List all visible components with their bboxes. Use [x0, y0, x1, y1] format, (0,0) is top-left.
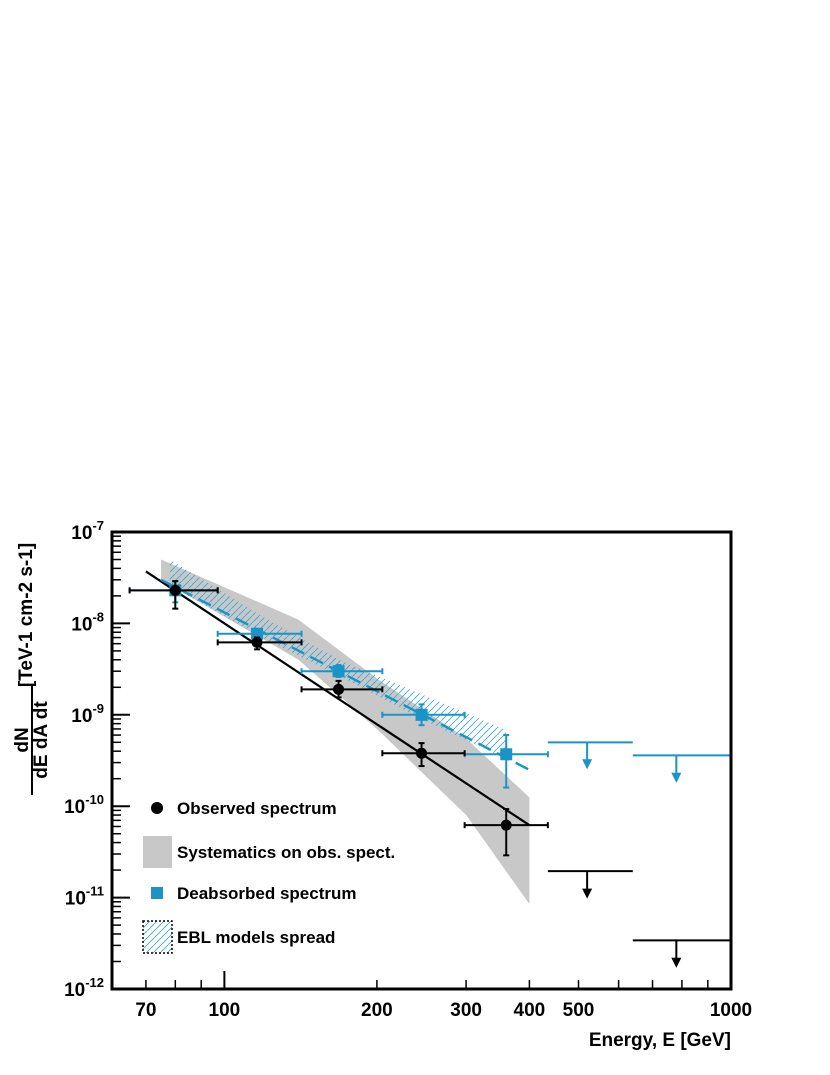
legend-hatch-icon — [142, 920, 173, 954]
y-tick-label: 10-10 — [64, 792, 104, 818]
observed-point — [128, 580, 219, 610]
legend-item: Deabsorbed spectrum — [151, 884, 357, 903]
x-tick-label: 200 — [361, 1000, 393, 1021]
y-tick-label: 10-7 — [71, 518, 104, 544]
observed-point — [381, 742, 466, 768]
y-tick-base: 10 — [71, 614, 92, 635]
plot-frame — [110, 530, 733, 991]
y-tick-exponent: -10 — [85, 792, 104, 807]
down-arrow-icon — [671, 957, 682, 968]
y-tick-base: 10 — [64, 980, 85, 1001]
square-marker — [500, 748, 513, 761]
x-axis-label: Energy, E [GeV] — [589, 1030, 731, 1051]
legend-label: Deabsorbed spectrum — [177, 884, 357, 903]
observed-point — [300, 679, 384, 699]
legend-item: Observed spectrum — [151, 799, 337, 818]
deabsorbed-upper-limit — [632, 754, 731, 783]
legend-circle-icon — [151, 802, 163, 814]
deabsorbed-point — [300, 664, 384, 678]
y-tick-label: 10-12 — [64, 975, 104, 1001]
legend-band-icon — [143, 836, 172, 868]
y-axis-units: [TeV-1 cm-2 s-1] — [16, 543, 37, 687]
observed-point — [216, 636, 303, 651]
square-marker — [415, 708, 428, 721]
x-tick-label: 70 — [135, 1000, 156, 1021]
deabsorbed-point — [381, 703, 466, 727]
legend-label: EBL models spread — [177, 928, 335, 947]
circle-marker — [500, 819, 512, 831]
observed-upper-limit — [547, 870, 633, 899]
observed-upper-limit — [632, 939, 731, 968]
y-tick-base: 10 — [65, 889, 86, 910]
y-tick-exponent: -11 — [86, 884, 104, 899]
legend-square-icon — [151, 887, 163, 899]
down-arrow-icon — [671, 772, 682, 783]
circle-marker — [333, 683, 345, 695]
circle-marker — [416, 747, 428, 759]
y-axis-label: dN dE dA dt [TeV-1 cm-2 s-1] — [12, 543, 52, 795]
legend-item: EBL models spread — [142, 920, 335, 954]
y-axis-denominator: dE dA dt — [31, 701, 52, 779]
y-tick-base: 10 — [64, 797, 85, 818]
data-layer — [128, 580, 731, 968]
y-tick-base: 10 — [71, 706, 92, 727]
deabsorbed-fit-line — [160, 578, 530, 771]
y-tick-exponent: -9 — [92, 701, 104, 716]
y-axis-numerator: dN — [12, 727, 33, 752]
legend-label: Systematics on obs. spect. — [177, 843, 395, 862]
y-tick-exponent: -7 — [92, 518, 104, 533]
legend-item: Systematics on obs. spect. — [143, 836, 395, 868]
square-marker — [251, 627, 264, 640]
y-tick-label: 10-8 — [71, 609, 104, 635]
x-tick-label: 1000 — [710, 1000, 752, 1021]
y-tick-exponent: -12 — [85, 975, 104, 990]
x-tick-label: 500 — [563, 1000, 595, 1021]
x-tick-label: 300 — [450, 1000, 482, 1021]
y-tick-base: 10 — [71, 523, 92, 544]
legend: Observed spectrum Systematics on obs. spe… — [142, 799, 395, 954]
y-tick-exponent: -8 — [92, 609, 104, 624]
x-tick-label: 100 — [209, 1000, 241, 1021]
y-tick-label: 10-9 — [71, 701, 104, 727]
down-arrow-icon — [582, 759, 593, 770]
circle-marker — [251, 636, 263, 648]
x-tick-label: 400 — [514, 1000, 546, 1021]
deabsorbed-upper-limit — [547, 741, 633, 770]
legend-label: Observed spectrum — [177, 799, 337, 818]
y-tick-label: 10-11 — [65, 884, 104, 910]
down-arrow-icon — [582, 888, 593, 899]
observed-point — [463, 808, 549, 857]
circle-marker — [169, 584, 181, 596]
square-marker — [332, 665, 345, 678]
